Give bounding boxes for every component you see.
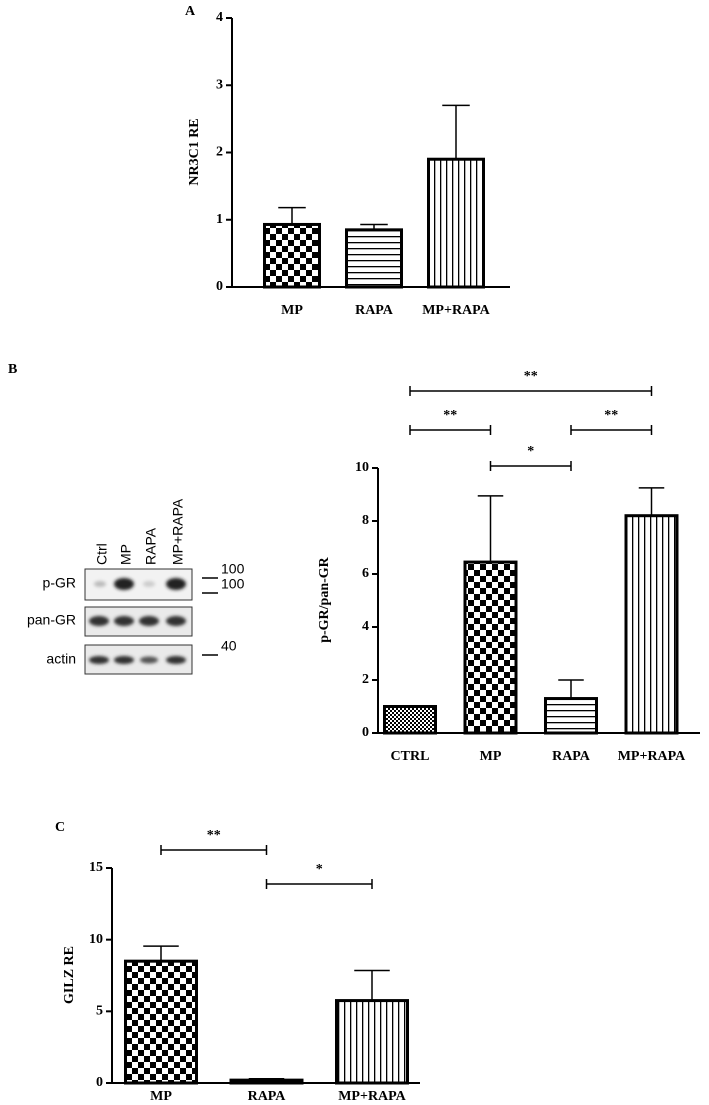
bar	[263, 222, 321, 289]
lane-label: MP+RAPA	[170, 498, 186, 565]
lane-label: MP	[118, 544, 134, 565]
x-tick-label: RAPA	[552, 749, 591, 764]
y-tick-label: 4	[362, 619, 369, 634]
band	[166, 578, 186, 590]
significance-label: **	[207, 828, 221, 843]
band	[94, 581, 106, 587]
x-tick-label: MP+RAPA	[618, 749, 686, 764]
x-tick-label: RAPA	[248, 1089, 287, 1104]
significance-bracket	[489, 461, 572, 471]
band	[143, 581, 155, 587]
y-tick-label: 4	[216, 10, 223, 25]
y-tick-label: 2	[362, 672, 369, 687]
x-tick-label: MP+RAPA	[338, 1089, 406, 1104]
y-tick-label: 0	[96, 1075, 103, 1090]
y-tick-label: 0	[362, 725, 369, 740]
row-label: pan-GR	[27, 612, 76, 628]
x-tick-label: RAPA	[355, 303, 394, 318]
bar	[335, 999, 409, 1085]
significance-bracket	[409, 386, 653, 396]
significance-bracket	[265, 879, 373, 889]
x-tick-label: MP+RAPA	[422, 303, 490, 318]
panel-label: B	[8, 362, 17, 377]
significance-bracket	[570, 425, 653, 435]
marker-label: 40	[221, 638, 237, 654]
y-tick-label: 2	[216, 145, 223, 160]
bar	[427, 157, 485, 289]
bar	[544, 697, 598, 735]
bar	[383, 705, 437, 735]
significance-label: **	[604, 408, 618, 423]
band	[166, 616, 186, 626]
bands	[89, 578, 186, 664]
bar	[345, 228, 403, 289]
row-label: p-GR	[43, 575, 76, 591]
x-tick-label: MP	[480, 749, 502, 764]
significance-label: *	[316, 862, 323, 877]
lane-label: Ctrl	[94, 543, 110, 565]
x-tick-label: MP	[150, 1089, 172, 1104]
significance-bracket	[409, 425, 492, 435]
significance-bracket	[160, 845, 268, 855]
band	[114, 656, 134, 664]
bar	[463, 560, 518, 735]
significance-label: **	[443, 408, 457, 423]
y-tick-label: 10	[89, 932, 103, 947]
y-axis-label: p-GR/pan-GR	[317, 556, 332, 642]
western-blot	[84, 568, 193, 675]
y-axis-label: NR3C1 RE	[187, 118, 202, 185]
panel-label: C	[55, 820, 65, 835]
y-tick-label: 6	[362, 566, 369, 581]
x-tick-label: CTRL	[391, 749, 430, 764]
x-tick-label: MP	[281, 303, 303, 318]
marker-label: 100	[221, 576, 245, 592]
band	[89, 616, 109, 626]
lane-label: RAPA	[143, 527, 159, 565]
bar	[624, 514, 679, 735]
band	[114, 578, 134, 590]
marker-label: 100	[221, 561, 245, 577]
y-tick-label: 0	[216, 279, 223, 294]
y-tick-label: 3	[216, 77, 223, 92]
band	[89, 656, 109, 664]
significance-label: **	[524, 369, 538, 384]
y-tick-label: 15	[89, 860, 103, 875]
y-tick-label: 10	[355, 460, 369, 475]
band	[140, 656, 158, 664]
y-axis-label: GILZ RE	[62, 946, 77, 1004]
row-label: actin	[46, 651, 76, 667]
y-tick-label: 1	[216, 212, 223, 227]
bar	[124, 959, 198, 1085]
band	[139, 616, 159, 626]
y-tick-label: 8	[362, 513, 369, 528]
band	[114, 616, 134, 626]
significance-label: *	[527, 444, 534, 459]
band	[166, 656, 186, 664]
panel-label: A	[185, 4, 196, 19]
y-tick-label: 5	[96, 1004, 103, 1019]
bar	[229, 1078, 304, 1085]
